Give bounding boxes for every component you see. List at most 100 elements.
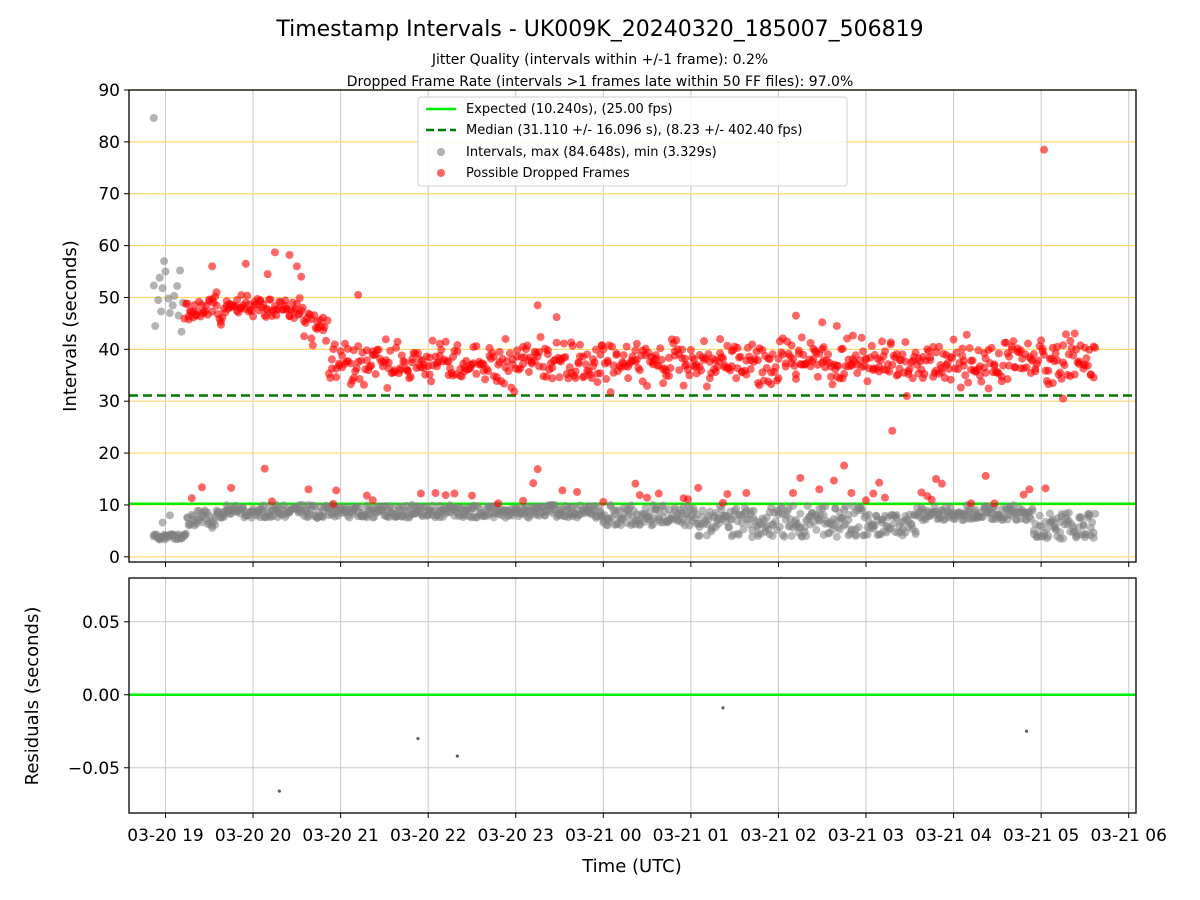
dropped-frame-point <box>748 340 757 349</box>
dropped-frame-point <box>1025 485 1034 494</box>
dropped-frame-point <box>428 336 437 345</box>
dropped-frame-point <box>926 353 935 362</box>
interval-point <box>1079 521 1088 530</box>
dropped-frame-point <box>867 341 876 350</box>
dropped-frame-point <box>723 341 732 350</box>
interval-point <box>1045 509 1054 518</box>
interval-point <box>796 509 805 518</box>
dropped-frame-point <box>962 330 971 339</box>
dropped-frame-point <box>332 373 341 382</box>
interval-point <box>181 529 190 538</box>
dropped-frame-point <box>901 338 910 347</box>
dropped-frame-point <box>403 366 412 375</box>
x-tick-label: 03-21 04 <box>915 826 991 846</box>
dropped-frame-point <box>781 359 790 368</box>
interval-point <box>789 501 798 510</box>
dropped-frame-point <box>292 262 301 271</box>
dropped-frame-point <box>472 342 481 351</box>
dropped-frame-point <box>840 461 849 470</box>
dropped-frame-point <box>536 333 545 342</box>
interval-point <box>1089 533 1098 542</box>
dropped-frame-point <box>500 379 509 388</box>
dropped-frame-point <box>1083 361 1092 370</box>
dropped-frame-point <box>742 489 751 498</box>
interval-point <box>168 301 177 310</box>
interval-point <box>176 266 185 275</box>
x-tick-label: 03-20 23 <box>478 826 554 846</box>
interval-point <box>165 309 174 318</box>
chart-subtitle-dropped-rate: Dropped Frame Rate (intervals >1 frames … <box>347 74 854 90</box>
dropped-frame-point <box>481 375 490 384</box>
dropped-frame-point <box>355 374 364 383</box>
dropped-frame-point <box>681 354 690 363</box>
dropped-frame-point <box>1048 379 1057 388</box>
dropped-frame-point <box>197 483 206 492</box>
interval-point <box>780 532 789 541</box>
interval-point <box>1085 509 1094 518</box>
dropped-frame-point <box>875 478 884 487</box>
interval-point <box>749 506 758 515</box>
dropped-frame-point <box>789 489 798 498</box>
x-tick-label: 03-20 22 <box>390 826 466 846</box>
dropped-frame-point <box>686 346 695 355</box>
dropped-frame-point <box>981 368 990 377</box>
dropped-frame-point <box>374 345 383 354</box>
dropped-frame-point <box>1034 356 1043 365</box>
dropped-frame-point <box>656 344 665 353</box>
dropped-frame-point <box>575 340 584 349</box>
dropped-frame-point <box>354 342 363 351</box>
interval-point <box>724 523 733 532</box>
dropped-frame-point <box>606 388 615 397</box>
dropped-frame-point <box>249 312 258 321</box>
dropped-frame-point <box>659 379 668 388</box>
dropped-frame-point <box>298 303 307 312</box>
dropped-frame-point <box>977 377 986 386</box>
dropped-frame-point <box>631 346 640 355</box>
chart-subtitle-jitter: Jitter Quality (intervals within +/-1 fr… <box>431 52 768 68</box>
intervals-y-tick-label: 70 <box>98 185 120 205</box>
dropped-frame-point <box>212 301 221 310</box>
dropped-frame-point <box>524 367 533 376</box>
x-tick-label: 03-21 01 <box>653 826 729 846</box>
dropped-frame-point <box>818 318 827 327</box>
dropped-frame-point <box>945 364 954 373</box>
dropped-frame-point <box>999 361 1008 370</box>
dropped-frame-point <box>441 491 450 500</box>
dropped-frame-point <box>359 380 368 389</box>
dropped-frame-point <box>599 345 608 354</box>
dropped-frame-point <box>237 291 246 300</box>
dropped-frame-point <box>559 339 568 348</box>
dropped-frame-point <box>908 374 917 383</box>
dropped-frame-point <box>453 347 462 356</box>
dropped-frame-point <box>304 485 313 494</box>
dropped-frame-point <box>227 483 236 492</box>
interval-point <box>854 523 863 532</box>
dropped-frame-point <box>789 354 798 363</box>
x-tick-label: 03-20 20 <box>215 826 291 846</box>
interval-point <box>170 291 179 300</box>
dropped-frame-point <box>666 364 675 373</box>
dropped-frame-point <box>1070 370 1079 379</box>
dropped-frame-point <box>834 361 843 370</box>
dropped-frame-point <box>1059 394 1068 403</box>
residuals-y-tick-label: −0.05 <box>68 759 120 779</box>
legend-box <box>417 96 848 187</box>
dropped-frame-point <box>902 392 911 401</box>
dropped-frame-point <box>354 290 363 299</box>
interval-point <box>739 525 748 534</box>
dropped-frame-point <box>732 374 741 383</box>
dropped-frame-point <box>965 344 974 353</box>
dropped-frame-point <box>371 370 380 379</box>
dropped-frame-point <box>768 350 777 359</box>
interval-point <box>1059 534 1068 543</box>
dropped-frame-point <box>425 370 434 379</box>
interval-point <box>777 502 786 511</box>
dropped-frame-point <box>533 301 542 310</box>
dropped-frame-point <box>819 343 828 352</box>
interval-point <box>149 114 158 123</box>
residual-point <box>416 736 420 741</box>
dropped-frame-point <box>310 311 319 320</box>
dropped-frame-point <box>338 351 347 360</box>
dropped-frame-point <box>519 496 528 505</box>
dropped-frame-point <box>824 350 833 359</box>
